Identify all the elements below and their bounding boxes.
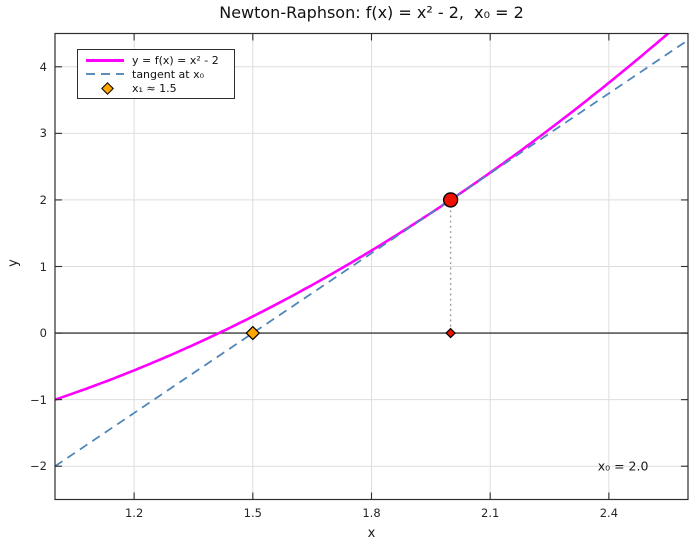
- x-tick-label: 1.8: [362, 505, 381, 520]
- annotation-x0: x₀ = 2.0: [597, 458, 649, 474]
- legend-label-tangent: tangent at x₀: [132, 67, 205, 81]
- legend: y = f(x) = x² - 2 tangent at x₀ x₁ ≈ 1.5: [77, 49, 235, 99]
- y-tick-label: 3: [39, 126, 47, 141]
- x-tick-label: 1.2: [124, 505, 144, 520]
- point-x1: [245, 325, 261, 341]
- y-tick-label: −2: [30, 459, 47, 474]
- x-tick-label: 2.4: [599, 505, 619, 520]
- curve-line-swatch: [86, 58, 128, 62]
- y-tick-label: −1: [30, 392, 47, 407]
- x-tick-label: 1.5: [243, 505, 262, 520]
- y-tick-label: 4: [39, 59, 47, 74]
- legend-entry-tangent: tangent at x₀: [86, 67, 234, 81]
- chart-title: Newton-Raphson: f(x) = x² - 2, x₀ = 2: [219, 3, 524, 22]
- tangent-line-swatch: [86, 72, 128, 76]
- legend-entry-curve: y = f(x) = x² - 2: [86, 53, 234, 67]
- diamond-marker-swatch: [86, 81, 128, 95]
- y-axis-label: y: [6, 259, 21, 267]
- x-axis-label: x: [367, 526, 376, 541]
- y-tick-label: 1: [39, 259, 47, 274]
- y-tick-label: 0: [39, 326, 47, 341]
- y-tick-label: 2: [39, 192, 47, 207]
- x-tick-label: 2.1: [481, 505, 500, 520]
- point-on-curve-x0: [442, 192, 459, 208]
- legend-label-curve: y = f(x) = x² - 2: [132, 53, 219, 67]
- legend-label-x1: x₁ ≈ 1.5: [132, 81, 177, 95]
- point-axis-x0: [445, 327, 456, 339]
- legend-entry-x1: x₁ ≈ 1.5: [86, 81, 234, 95]
